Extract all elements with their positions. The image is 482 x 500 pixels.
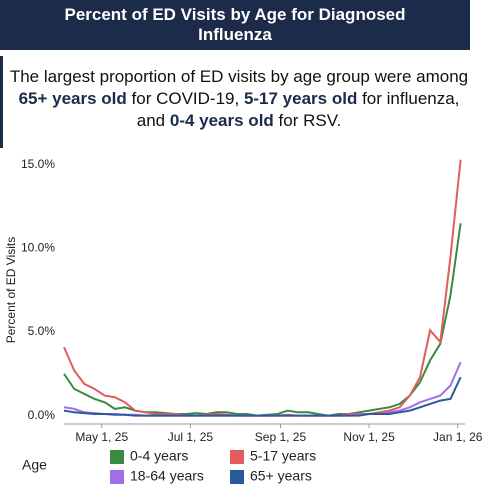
summary-emphasis: 0-4 years old: [169, 111, 274, 130]
legend-swatch: [230, 470, 244, 484]
summary-text: for influenza, and: [136, 89, 460, 130]
x-tick-label: Nov 1, 25: [343, 430, 395, 444]
accent-bar: [0, 56, 3, 148]
legend-label: 18-64 years: [130, 468, 204, 484]
legend-label: 5-17 years: [250, 448, 316, 464]
x-tick-label: Sep 1, 25: [255, 430, 307, 444]
y-tick-label: 5.0%: [28, 324, 56, 338]
summary-emphasis: 65+ years old: [18, 89, 127, 108]
series-line: [63, 159, 462, 417]
legend-label: 65+ years: [250, 468, 312, 484]
summary-text: The largest proportion of ED visits by a…: [9, 67, 469, 86]
legend-swatch: [110, 450, 124, 464]
legend-swatch: [230, 450, 244, 464]
summary-emphasis: 5-17 years old: [243, 89, 358, 108]
y-tick-label: 10.0%: [21, 241, 55, 255]
summary-text: for COVID-19,: [126, 89, 244, 108]
y-tick-label: 15.0%: [21, 157, 55, 171]
series-line: [63, 223, 462, 417]
series-line: [63, 376, 462, 417]
x-tick-label: May 1, 25: [75, 430, 128, 444]
legend-title: Age: [22, 457, 47, 473]
x-tick-label: Jul 1, 25: [168, 430, 214, 444]
summary-text: for RSV.: [273, 111, 342, 130]
x-tick-label: Jan 1, 26: [433, 430, 482, 444]
y-axis-label: Percent of ED Visits: [4, 237, 18, 344]
legend-swatch: [110, 470, 124, 484]
legend-label: 0-4 years: [130, 448, 188, 464]
summary: The largest proportion of ED visits by a…: [8, 66, 470, 132]
y-tick-label: 0.0%: [28, 408, 56, 422]
header-title: Percent of ED Visits by Age for Diagnose…: [0, 0, 470, 50]
